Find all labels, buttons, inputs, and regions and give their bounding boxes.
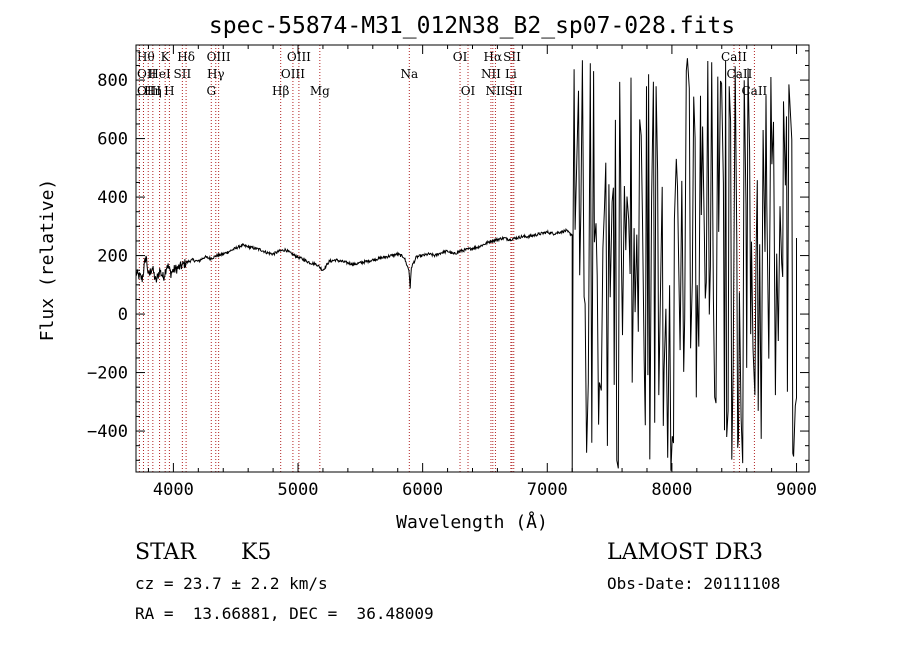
line-label: K <box>161 50 171 64</box>
y-tick-label: 800 <box>97 71 128 91</box>
series-layer <box>136 58 797 472</box>
y-tick-label: −400 <box>87 422 128 442</box>
x-tick-label: 4000 <box>153 480 194 500</box>
object-subclass: K5 <box>241 540 272 565</box>
line-label: Hα <box>484 50 503 64</box>
redshift-velocity: cz = 23.7 ± 2.2 km/s <box>135 574 328 593</box>
y-tick-label: 600 <box>97 130 128 150</box>
observation-date: Obs-Date: 20111108 <box>607 574 781 593</box>
axes: 4000 5000 6000 7000 8000 9000 −400 −200 0 200 400 6… <box>87 45 817 500</box>
line-label: NII <box>485 84 505 98</box>
survey-name: LAMOST DR3 <box>607 540 763 565</box>
x-tick-label: 9000 <box>776 480 817 500</box>
chart-title: spec-55874-M31_012N38_B2_sp07-028.fits <box>209 13 735 39</box>
line-label: Hβ <box>272 84 289 98</box>
spectrum-line <box>136 58 797 472</box>
line-label: OI <box>461 84 476 98</box>
line-label: Hγ <box>207 67 225 81</box>
line-label: HeI <box>148 67 171 81</box>
line-label: OIII <box>207 50 231 64</box>
y-tick-label: −200 <box>87 364 128 384</box>
line-label: CaII <box>721 50 747 64</box>
line-label: Hδ <box>177 50 195 64</box>
line-label: SII <box>174 67 192 81</box>
x-tick-label: 7000 <box>527 480 568 500</box>
x-tick-label: 8000 <box>651 480 692 500</box>
line-label: H <box>164 84 174 98</box>
line-label: OI <box>453 50 468 64</box>
line-label: Mg <box>310 84 330 98</box>
line-label: Na <box>400 67 418 81</box>
line-label: OIII <box>287 50 311 64</box>
line-label: SII <box>505 84 523 98</box>
x-tick-label: 5000 <box>278 480 319 500</box>
y-axis-label: Flux (relative) <box>37 179 58 342</box>
line-label: CaII <box>727 67 753 81</box>
y-tick-label: 400 <box>97 188 128 208</box>
line-label: NII <box>481 67 501 81</box>
y-tick-label: 200 <box>97 247 128 267</box>
x-axis-label: Wavelength (Å) <box>396 511 548 533</box>
x-tick-label: 6000 <box>402 480 443 500</box>
coordinates: RA = 13.66881, DEC = 36.48009 <box>135 604 434 623</box>
line-label: Hη <box>144 84 162 98</box>
line-label: OIII <box>281 67 305 81</box>
line-label: Li <box>505 67 517 81</box>
line-label: OIII <box>137 84 161 98</box>
line-label: SII <box>503 50 521 64</box>
object-class: STAR <box>135 540 196 565</box>
y-tick-label: 0 <box>118 305 128 325</box>
line-label: CaII <box>741 84 767 98</box>
line-label: Hθ <box>137 50 155 64</box>
line-label: OII <box>137 67 157 81</box>
line-label: G <box>206 84 216 98</box>
